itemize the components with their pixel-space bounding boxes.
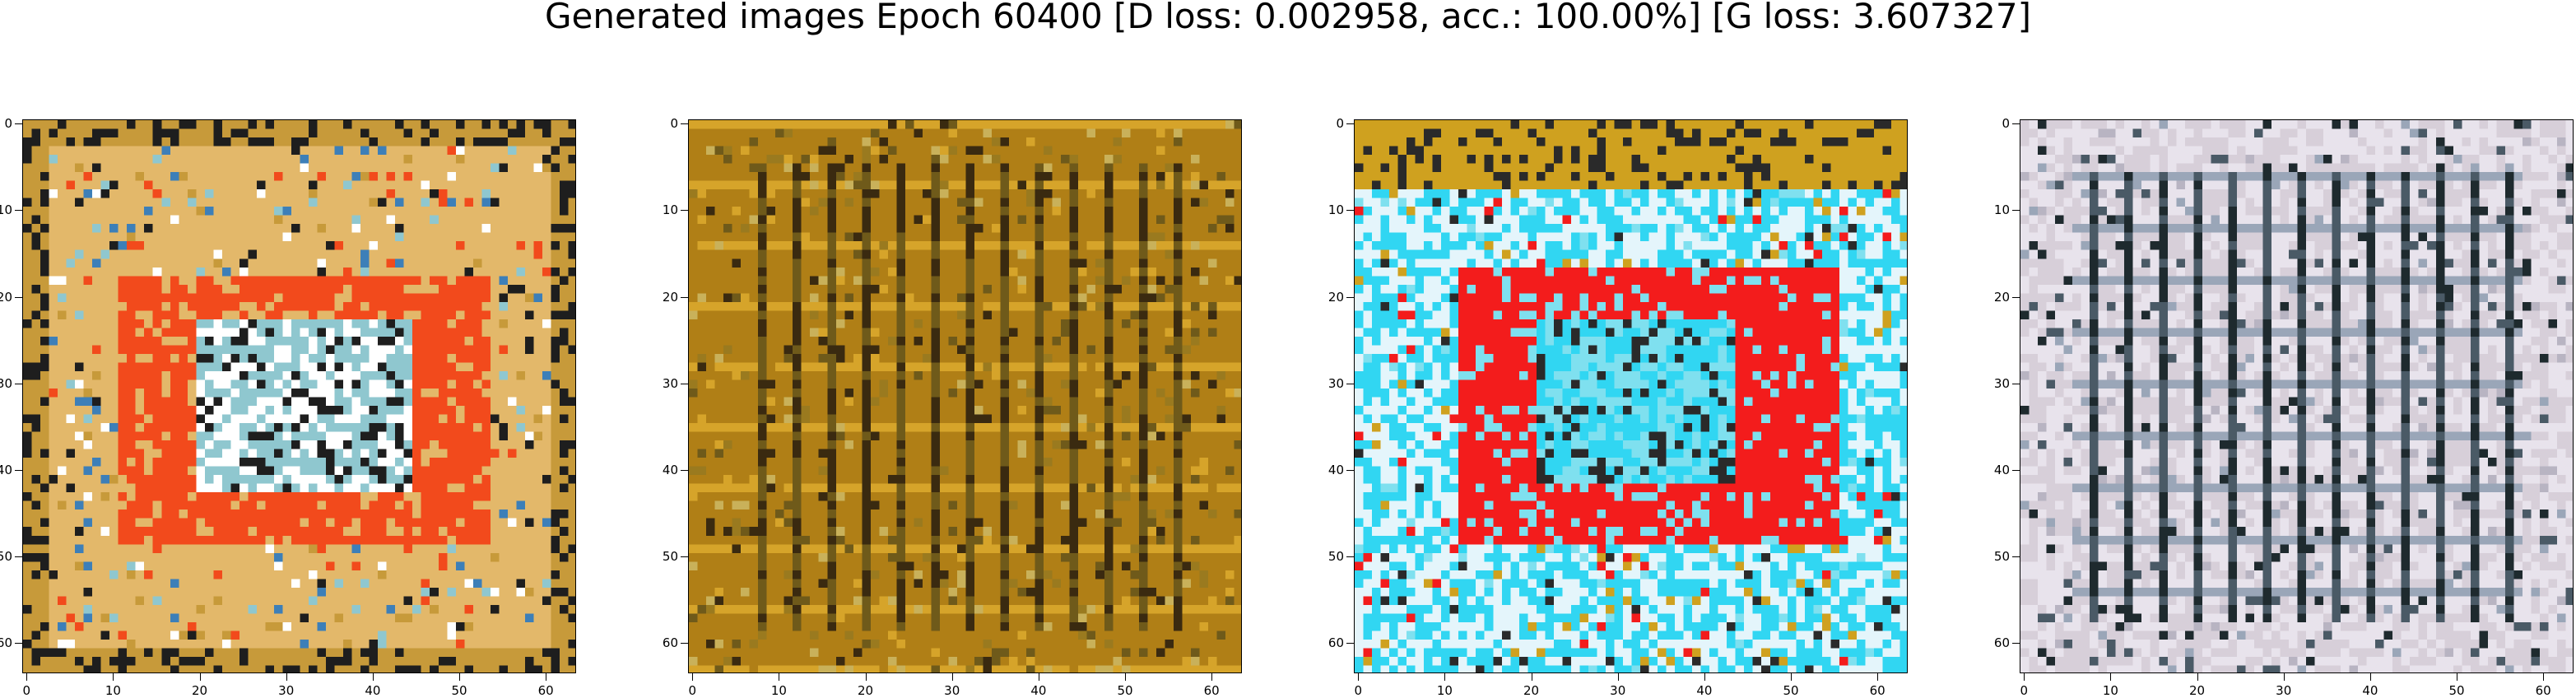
x-tick [952, 673, 953, 681]
x-tick [1358, 673, 1359, 681]
y-tick-label: 50 [1982, 550, 2010, 563]
y-tick [681, 123, 688, 124]
y-tick-label: 0 [650, 117, 678, 130]
y-tick [2012, 643, 2020, 644]
y-tick [2012, 470, 2020, 471]
x-tick [2284, 673, 2285, 681]
x-tick [2197, 673, 2198, 681]
y-tick [15, 210, 22, 211]
y-tick-label: 0 [0, 117, 12, 130]
y-tick-label: 30 [650, 377, 678, 390]
x-tick [1125, 673, 1126, 681]
x-tick [1618, 673, 1619, 681]
y-tick-label: 30 [0, 377, 12, 390]
y-tick [2012, 123, 2020, 124]
y-tick [2012, 297, 2020, 298]
y-tick-label: 50 [0, 550, 12, 563]
image-axes [688, 119, 1242, 673]
y-tick-label: 40 [1982, 463, 2010, 477]
image-axes [2020, 119, 2574, 673]
y-tick [681, 556, 688, 557]
x-tick [2024, 673, 2025, 681]
y-tick [15, 643, 22, 644]
y-tick [1346, 470, 1354, 471]
y-tick-label: 0 [1316, 117, 1344, 130]
y-tick [1346, 643, 1354, 644]
y-tick-label: 30 [1982, 377, 2010, 390]
y-tick-label: 50 [1316, 550, 1344, 563]
x-tick [866, 673, 867, 681]
y-tick-label: 60 [1316, 636, 1344, 649]
y-tick [1346, 210, 1354, 211]
y-tick-label: 40 [650, 463, 678, 477]
x-tick [200, 673, 201, 681]
y-tick [1346, 297, 1354, 298]
image-axes [22, 119, 576, 673]
x-tick [1211, 673, 1212, 681]
y-tick-label: 40 [1316, 463, 1344, 477]
x-tick [692, 673, 693, 681]
x-tick [26, 673, 27, 681]
x-tick [373, 673, 374, 681]
y-tick-label: 10 [0, 203, 12, 216]
x-tick [1877, 673, 1878, 681]
y-tick [2012, 556, 2020, 557]
generated-image-2 [689, 120, 1242, 673]
y-tick-label: 60 [0, 636, 12, 649]
x-tick [2543, 673, 2544, 681]
y-tick [1346, 556, 1354, 557]
x-tick [2110, 673, 2111, 681]
y-tick [681, 643, 688, 644]
y-tick-label: 10 [650, 203, 678, 216]
y-tick [15, 556, 22, 557]
y-tick-label: 60 [1982, 636, 2010, 649]
y-tick-label: 0 [1982, 117, 2010, 130]
y-tick-label: 20 [1316, 291, 1344, 304]
y-tick [15, 297, 22, 298]
x-tick [113, 673, 114, 681]
x-tick [1791, 673, 1792, 681]
y-tick-label: 20 [0, 291, 12, 304]
y-tick [681, 210, 688, 211]
generated-image-4 [2020, 120, 2574, 673]
y-tick-label: 60 [650, 636, 678, 649]
y-tick-label: 30 [1316, 377, 1344, 390]
y-tick [15, 123, 22, 124]
y-tick-label: 40 [0, 463, 12, 477]
x-tick [459, 673, 460, 681]
x-tick [2370, 673, 2371, 681]
x-tick [286, 673, 287, 681]
x-tick [1704, 673, 1705, 681]
x-tick [1444, 673, 1445, 681]
y-tick [15, 470, 22, 471]
figure-title: Generated images Epoch 60400 [D loss: 0.… [0, 0, 2576, 36]
y-tick [681, 297, 688, 298]
generated-image-3 [1355, 120, 1908, 673]
image-axes [1354, 119, 1908, 673]
y-tick-label: 10 [1316, 203, 1344, 216]
y-tick-label: 10 [1982, 203, 2010, 216]
y-tick-label: 20 [1982, 291, 2010, 304]
y-tick [1346, 123, 1354, 124]
generated-image-1 [23, 120, 576, 673]
y-tick [681, 470, 688, 471]
y-tick-label: 20 [650, 291, 678, 304]
y-tick-label: 50 [650, 550, 678, 563]
y-tick [2012, 210, 2020, 211]
